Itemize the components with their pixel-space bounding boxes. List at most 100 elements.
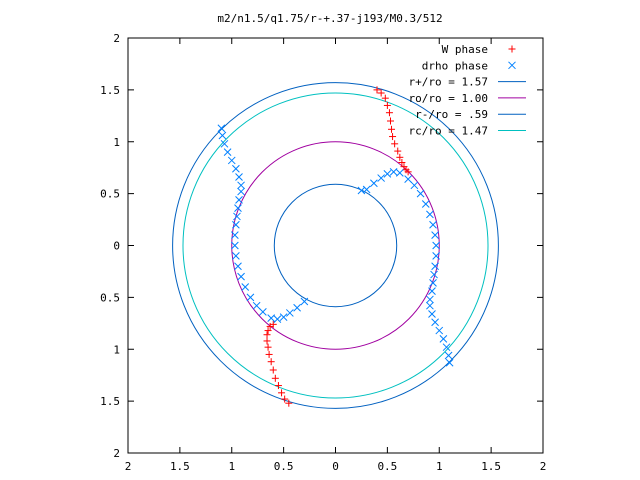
data-point — [259, 308, 267, 316]
data-point — [264, 343, 272, 351]
marker-stroke — [232, 164, 240, 173]
marker-stroke — [404, 175, 412, 183]
marker-stroke — [377, 174, 386, 182]
data-point — [217, 124, 226, 133]
chart-title: m2/n1.5/q1.75/r-+.37-j193/M0.3/512 — [217, 12, 442, 25]
marker-stroke — [431, 318, 439, 327]
data-series — [217, 86, 454, 407]
marker-stroke — [273, 315, 282, 324]
data-point — [373, 86, 381, 94]
reference-circles — [172, 82, 499, 409]
marker-stroke — [395, 169, 404, 177]
data-point — [220, 139, 229, 148]
x-tick-label: 1.5 — [170, 460, 190, 473]
data-point — [263, 337, 271, 345]
data-point — [395, 169, 404, 177]
marker-stroke — [357, 186, 366, 195]
x-tick-label: 1 — [436, 460, 443, 473]
data-point — [404, 175, 412, 183]
marker-stroke — [429, 278, 437, 287]
marker-stroke — [428, 310, 436, 318]
marker-stroke — [429, 220, 437, 229]
data-point — [227, 156, 236, 165]
legend-label: r-/ro = .59 — [415, 108, 488, 121]
data-point — [410, 181, 419, 190]
data-point — [285, 309, 294, 317]
marker-stroke — [293, 303, 301, 312]
data-point — [265, 350, 273, 358]
data-point — [218, 131, 227, 140]
marker-stroke — [220, 139, 229, 148]
marker-stroke — [285, 309, 294, 317]
data-point — [381, 94, 389, 102]
marker-stroke — [444, 351, 453, 360]
x-tick-label: 1 — [228, 460, 235, 473]
data-point — [264, 327, 272, 335]
data-point — [432, 252, 440, 260]
marker-stroke — [362, 185, 371, 194]
data-point — [445, 358, 454, 367]
data-point — [362, 185, 371, 194]
marker-stroke — [508, 61, 516, 70]
data-point — [269, 366, 277, 374]
x-tick-label: 1.5 — [481, 460, 501, 473]
marker-stroke — [218, 131, 227, 140]
marker-stroke — [410, 181, 419, 190]
data-point — [428, 310, 436, 318]
x-tick-label: 0.5 — [274, 460, 294, 473]
data-point — [235, 173, 243, 181]
data-point — [269, 320, 277, 328]
data-point — [278, 389, 286, 397]
marker-stroke — [389, 167, 398, 176]
marker-stroke — [279, 313, 288, 321]
y-tick-label: 1.5 — [100, 84, 120, 97]
x-tick-label: 2 — [540, 460, 547, 473]
x-tick-label: 0 — [332, 460, 339, 473]
data-point — [426, 295, 434, 304]
data-point — [426, 301, 434, 310]
data-point — [231, 241, 239, 250]
data-point — [404, 168, 412, 176]
data-point — [285, 399, 293, 407]
marker-stroke — [252, 301, 261, 310]
legend-marker-sample — [508, 61, 516, 70]
data-point — [439, 335, 448, 343]
marker-stroke — [237, 272, 245, 281]
data-point — [232, 164, 240, 173]
circle-ro-ro — [231, 141, 440, 350]
series-w-phase — [263, 86, 412, 407]
data-point — [235, 195, 243, 204]
data-point — [416, 189, 425, 198]
legend-label: drho phase — [422, 59, 488, 72]
x-tick-label: 2 — [125, 460, 132, 473]
data-point — [237, 181, 245, 190]
marker-stroke — [235, 173, 243, 181]
marker-stroke — [233, 212, 241, 221]
data-point — [398, 159, 406, 166]
y-tick-label: 1 — [113, 136, 120, 149]
data-point — [444, 351, 453, 360]
marker-stroke — [232, 220, 240, 229]
data-point — [383, 170, 392, 178]
marker-stroke — [442, 343, 451, 352]
y-tick-label: 2 — [113, 32, 120, 45]
data-point — [432, 241, 440, 250]
data-point — [385, 109, 393, 117]
data-point — [431, 231, 439, 239]
legend-marker-sample — [508, 45, 516, 53]
y-tick-label: 1 — [113, 343, 120, 356]
data-point — [442, 343, 451, 352]
data-point — [267, 358, 275, 366]
marker-stroke — [241, 283, 250, 291]
marker-stroke — [234, 262, 242, 271]
data-point — [279, 313, 288, 321]
circle-r-ro — [172, 82, 499, 409]
data-point — [429, 278, 437, 287]
marker-stroke — [439, 335, 448, 343]
data-point — [429, 220, 437, 229]
marker-stroke — [426, 295, 434, 304]
marker-stroke — [445, 358, 454, 367]
marker-stroke — [259, 308, 267, 316]
x-tick-label: 0.5 — [377, 460, 397, 473]
